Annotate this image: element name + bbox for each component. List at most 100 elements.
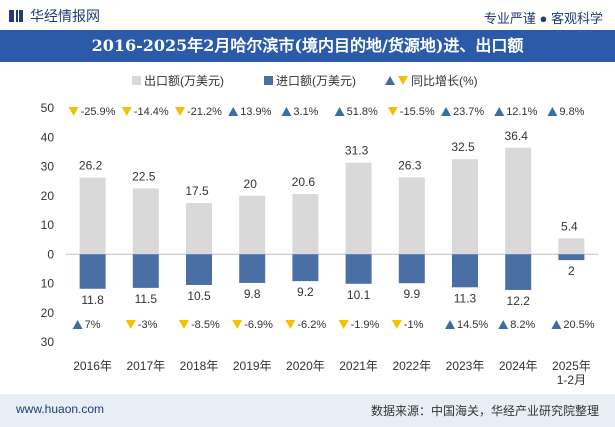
export-growth-label: 3.1% [293,106,318,118]
growth-down-triangle-icon [285,320,296,329]
import-value-label: 11.3 [454,291,477,305]
import-bar [505,254,532,290]
legend-label-growth: 同比增长(%) [411,74,478,88]
growth-up-triangle-icon [228,107,239,116]
export-bar [505,147,532,255]
x-category-label: 2016年 [73,359,112,373]
legend-swatch-export [132,76,141,85]
import-bar [345,254,372,284]
legend: 出口额(万美元) 进口额(万美元) 同比增长(%) [132,74,478,88]
export-value-label: 17.5 [185,184,209,198]
export-bar [292,193,319,255]
import-bar [239,254,266,283]
export-bar [186,203,212,255]
import-growth-label: -6.9% [244,319,273,331]
export-bar [452,159,478,255]
growth-up-triangle-icon [72,320,83,329]
import-value-label: 2 [568,264,575,278]
growth-down-triangle-icon [175,107,185,116]
import-value-label: 11.8 [81,293,104,307]
export-value-label: 31.3 [345,144,369,158]
import-value-label: 12.2 [507,294,531,308]
import-bar [398,254,425,284]
export-value-label: 20 [244,177,258,191]
export-growth-label: 51.8% [347,106,378,118]
export-growth-label: 9.8% [559,106,584,118]
export-value-label: 26.2 [79,159,103,173]
growth-up-triangle-icon [281,107,292,116]
legend-label-import: 进口额(万美元) [276,74,356,88]
bars [79,147,585,290]
export-growth-label: 13.9% [240,106,271,118]
export-growth-label: -14.4% [134,106,169,118]
footer-url[interactable]: www.huaon.com [16,402,105,416]
import-growth-label: -1.9% [351,319,380,331]
growth-up-triangle-icon [551,320,562,329]
y-tick-label: 40 [41,130,55,144]
import-value-label: 11.5 [135,292,158,306]
legend-down-triangle-icon [398,76,408,85]
growth-down-triangle-icon [387,107,398,116]
export-bar [345,162,372,255]
tagline: 专业严谨 ● 客观科学 [483,11,603,26]
growth-down-triangle-icon [179,320,189,329]
import-bar [186,254,212,285]
growth-up-triangle-icon [547,107,558,116]
growth-down-triangle-icon [125,320,136,329]
growth-down-triangle-icon [68,107,79,116]
import-bar [558,254,585,261]
export-value-label: 36.4 [505,129,529,143]
export-value-label: 22.5 [132,169,156,183]
labels: 26.2 11.8 -25.9% 7% 2016年 22.5 11.5 -14.4% -3% 20… [68,106,595,387]
y-tick-label: 50 [41,101,55,115]
import-value-label: 10.5 [187,289,211,303]
x-category-label: 2025年 [552,359,591,373]
legend-up-triangle-icon [385,76,395,85]
export-growth-label: 12.1% [506,106,537,118]
import-growth-label: -8.5% [191,319,220,331]
growth-down-triangle-icon [391,320,402,329]
x-category-label: 2021年 [339,359,378,373]
legend-label-export: 出口额(万美元) [144,74,224,88]
x-category-label: 2017年 [126,359,165,373]
x-category-label: 2024年 [499,359,538,373]
export-growth-label: -21.2% [187,106,222,118]
growth-up-triangle-icon [498,320,509,329]
y-tick-label: 10 [41,277,55,291]
y-tick-label: 30 [41,160,55,174]
export-value-label: 5.4 [561,219,578,233]
x-category-label: 2019年 [233,359,272,373]
footer-source: 数据来源：中国海关，华经产业研究院整理 [370,404,599,418]
chart: 出口额(万美元) 进口额(万美元) 同比增长(%) 50 40 30 20 10 0 10 2… [41,74,598,387]
chart-title: 2016-2025年2月哈尔滨市(境内目的地/货源地)进、出口额 [0,30,615,62]
growth-down-triangle-icon [232,320,243,329]
import-growth-label: 14.5% [457,319,488,331]
growth-down-triangle-icon [121,107,132,116]
top-bar: 华经情报网 专业严谨 ● 客观科学 [0,0,615,30]
footer: www.huaon.com 数据来源：中国海关，华经产业研究院整理 [0,394,615,427]
import-growth-label: 20.5% [563,319,594,331]
export-bar [398,177,425,255]
x-category-label: 2022年 [392,359,431,373]
export-value-label: 20.6 [292,175,316,189]
export-value-label: 26.3 [398,158,422,172]
growth-up-triangle-icon [334,107,345,116]
brand: 华经情报网 [8,6,100,26]
y-tick-label: 20 [41,306,55,320]
import-value-label: 9.2 [297,285,314,299]
growth-up-triangle-icon [445,320,455,329]
import-growth-label: -6.2% [297,319,326,331]
logo-icon [9,10,23,22]
y-tick-label: 0 [47,247,54,261]
export-growth-label: -25.9% [81,106,116,118]
import-value-label: 9.8 [244,287,261,301]
import-growth-label: -3% [138,319,158,331]
export-growth-label: 23.7% [453,106,484,118]
x-category-label: 2018年 [180,359,219,373]
import-growth-label: 8.2% [510,319,535,331]
import-bar [292,254,319,282]
export-bar [558,238,585,255]
export-bar [132,188,159,255]
import-value-label: 9.9 [403,287,420,301]
y-tick-label: 30 [41,335,55,349]
